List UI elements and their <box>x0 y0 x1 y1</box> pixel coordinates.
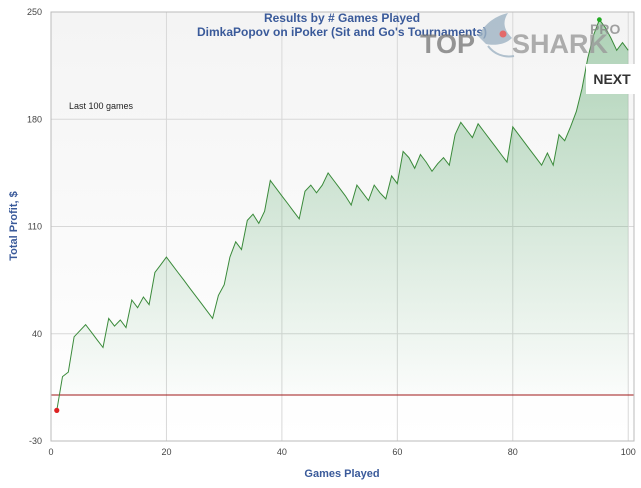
chart-title: Results by # Games Played <box>264 11 420 25</box>
next-button[interactable]: NEXT <box>586 64 638 94</box>
y-tick-label: 180 <box>27 114 42 124</box>
x-tick-label: 20 <box>161 447 171 457</box>
y-tick-label: 40 <box>32 329 42 339</box>
shark-icon <box>478 13 515 58</box>
x-axis-label: Games Played <box>304 468 379 480</box>
y-tick-label: 110 <box>28 222 42 232</box>
chart-subtitle: DimkaPopov on iPoker (Sit and Go's Tourn… <box>197 25 487 39</box>
topshark-logo: TOP SHARK PRO <box>420 13 620 59</box>
start-point-marker <box>54 407 60 413</box>
x-tick-label: 60 <box>392 447 402 457</box>
x-tick-label: 80 <box>508 447 518 457</box>
end-point-marker <box>596 17 602 23</box>
y-axis-ticks: -30 40 110 180 250 <box>27 7 42 446</box>
plot-frame <box>50 11 635 442</box>
logo-text-shark: SHARK <box>512 29 609 59</box>
logo-badge-pro: PRO <box>590 21 620 37</box>
x-tick-label: 100 <box>621 447 636 457</box>
profit-area <box>56 19 629 411</box>
x-tick-label: 0 <box>48 447 53 457</box>
x-tick-label: 40 <box>277 447 287 457</box>
x-axis-ticks: 0 20 40 60 80 100 <box>48 447 635 457</box>
y-axis-label: Total Profit, $ <box>8 191 20 260</box>
y-tick-label: -30 <box>29 436 42 446</box>
logo-text-top: TOP <box>420 29 475 59</box>
y-tick-label: 250 <box>27 7 42 17</box>
range-annotation: Last 100 games <box>69 101 134 111</box>
profit-line <box>56 18 629 411</box>
